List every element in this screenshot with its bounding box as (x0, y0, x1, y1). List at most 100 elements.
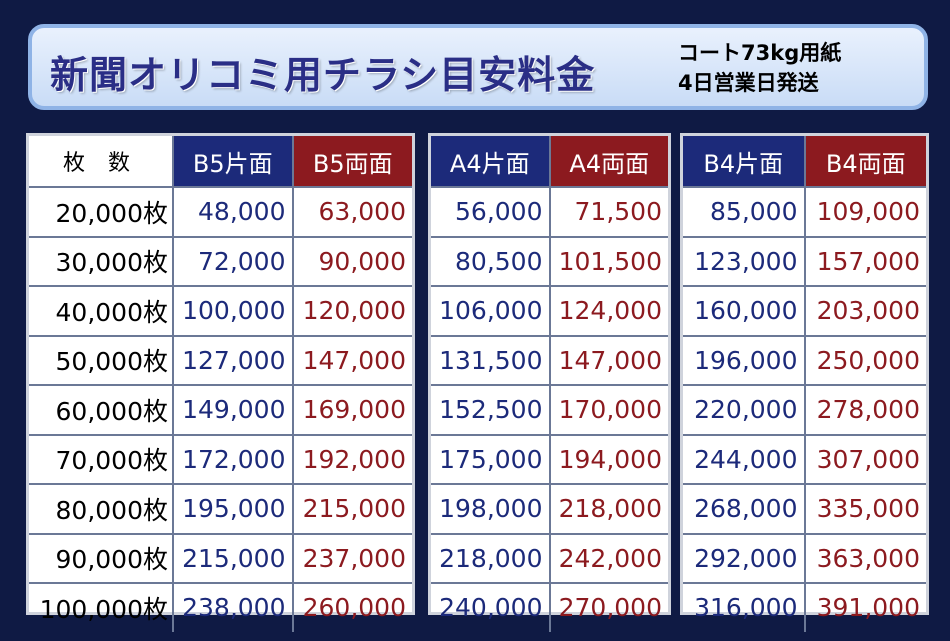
sheet-count: 50,000枚 (29, 334, 173, 385)
b5-price-table: 枚 数 B5片面 B5両面 20,000枚 48,000 63,000 30,000枚… (29, 136, 412, 632)
sheet-count: 40,000枚 (29, 285, 173, 336)
price-b4-single: 196,000 (683, 334, 805, 385)
table-row: 196,000 250,000 (683, 334, 926, 385)
price-b4-double: 335,000 (803, 483, 926, 534)
table-row: 240,000 270,000 (431, 582, 668, 632)
price-b5-single: 100,000 (172, 285, 293, 336)
paper-type: コート73kg用紙 (678, 41, 842, 65)
price-b5-double: 215,000 (291, 483, 412, 534)
price-a4-single: 152,500 (431, 384, 550, 435)
table-row: 90,000枚 215,000 237,000 (29, 532, 412, 583)
price-a4-double: 170,000 (548, 384, 668, 435)
price-a4-single: 240,000 (431, 582, 550, 632)
price-b4-single: 244,000 (683, 433, 805, 484)
price-b4-single: 85,000 (683, 186, 805, 237)
price-b4-single: 220,000 (683, 384, 805, 435)
price-b4-single: 316,000 (683, 582, 805, 632)
count-header: 枚 数 (29, 136, 173, 187)
price-b5-single: 149,000 (172, 384, 293, 435)
table-row: 85,000 109,000 (683, 186, 926, 237)
table-row: 70,000枚 172,000 192,000 (29, 433, 412, 484)
sheet-count: 100,000枚 (29, 582, 173, 632)
price-a4-double: 242,000 (548, 532, 668, 583)
price-b5-single: 195,000 (172, 483, 293, 534)
table-row: 268,000 335,000 (683, 483, 926, 534)
table-row: 80,500 101,500 (431, 235, 668, 286)
table-row: 175,000 194,000 (431, 433, 668, 484)
price-b5-single: 72,000 (172, 235, 293, 286)
table-row: 244,000 307,000 (683, 433, 926, 484)
price-b4-double: 391,000 (803, 582, 926, 632)
price-a4-double: 71,500 (548, 186, 668, 237)
price-b4-single: 160,000 (683, 285, 805, 336)
price-b5-double: 260,000 (291, 582, 412, 632)
table-row: 131,500 147,000 (431, 334, 668, 385)
table-row: 106,000 124,000 (431, 285, 668, 336)
price-a4-double: 124,000 (548, 285, 668, 336)
price-a4-double: 218,000 (548, 483, 668, 534)
sheet-count: 70,000枚 (29, 433, 173, 484)
b4-price-table: B4片面 B4両面 85,000 109,000 123,000 157,000 160… (683, 136, 926, 632)
price-b5-double: 90,000 (291, 235, 412, 286)
price-b5-double: 169,000 (291, 384, 412, 435)
price-b4-double: 278,000 (803, 384, 926, 435)
table-row: 50,000枚 127,000 147,000 (29, 334, 412, 385)
header-a4-double: A4両面 (548, 136, 668, 187)
header-a4-single: A4片面 (431, 136, 550, 187)
price-b5-double: 147,000 (291, 334, 412, 385)
a4-price-panel: A4片面 A4両面 56,000 71,500 80,500 101,500 106,0… (428, 133, 671, 632)
paper-note: コート73kg用紙 4日営業日発送 (678, 38, 841, 98)
price-b4-single: 268,000 (683, 483, 805, 534)
a4-price-table: A4片面 A4両面 56,000 71,500 80,500 101,500 106,0… (431, 136, 668, 632)
price-b4-double: 157,000 (803, 235, 926, 286)
page-title: 新聞オリコミ用チラシ目安料金 (50, 53, 596, 97)
table-row: 160,000 203,000 (683, 285, 926, 336)
table-row: 123,000 157,000 (683, 235, 926, 286)
table-row: 292,000 363,000 (683, 532, 926, 583)
price-a4-double: 194,000 (548, 433, 668, 484)
price-b4-double: 203,000 (803, 285, 926, 336)
price-b5-single: 215,000 (172, 532, 293, 583)
table-row: 60,000枚 149,000 169,000 (29, 384, 412, 435)
header-banner: 新聞オリコミ用チラシ目安料金 コート73kg用紙 4日営業日発送 (28, 24, 928, 110)
price-b4-double: 109,000 (803, 186, 926, 237)
sheet-count: 90,000枚 (29, 532, 173, 583)
header-b5-single: B5片面 (172, 136, 293, 187)
price-b5-single: 48,000 (172, 186, 293, 237)
table-row: 100,000枚 238,000 260,000 (29, 582, 412, 632)
header-b4-double: B4両面 (803, 136, 926, 187)
header-b4-single: B4片面 (683, 136, 805, 187)
table-row: 56,000 71,500 (431, 186, 668, 237)
sheet-count: 80,000枚 (29, 483, 173, 534)
sheet-count: 20,000枚 (29, 186, 173, 237)
price-a4-single: 198,000 (431, 483, 550, 534)
price-b5-single: 238,000 (172, 582, 293, 632)
sheet-count: 30,000枚 (29, 235, 173, 286)
table-row: 316,000 391,000 (683, 582, 926, 632)
table-row: 30,000枚 72,000 90,000 (29, 235, 412, 286)
price-a4-double: 270,000 (548, 582, 668, 632)
price-b4-single: 123,000 (683, 235, 805, 286)
b4-price-panel: B4片面 B4両面 85,000 109,000 123,000 157,000 160… (680, 133, 929, 632)
price-a4-single: 218,000 (431, 532, 550, 583)
table-row: 198,000 218,000 (431, 483, 668, 534)
price-b5-double: 192,000 (291, 433, 412, 484)
price-a4-single: 106,000 (431, 285, 550, 336)
sheet-count: 60,000枚 (29, 384, 173, 435)
price-a4-single: 175,000 (431, 433, 550, 484)
table-row: 20,000枚 48,000 63,000 (29, 186, 412, 237)
price-b4-double: 307,000 (803, 433, 926, 484)
price-a4-single: 80,500 (431, 235, 550, 286)
price-b5-double: 120,000 (291, 285, 412, 336)
table-row: 218,000 242,000 (431, 532, 668, 583)
table-row: 40,000枚 100,000 120,000 (29, 285, 412, 336)
table-row: 80,000枚 195,000 215,000 (29, 483, 412, 534)
price-a4-double: 147,000 (548, 334, 668, 385)
price-b4-double: 363,000 (803, 532, 926, 583)
b5-price-panel: 枚 数 B5片面 B5両面 20,000枚 48,000 63,000 30,000枚… (26, 133, 415, 632)
price-b5-single: 127,000 (172, 334, 293, 385)
price-a4-single: 56,000 (431, 186, 550, 237)
price-b5-double: 237,000 (291, 532, 412, 583)
price-b4-double: 250,000 (803, 334, 926, 385)
price-a4-single: 131,500 (431, 334, 550, 385)
